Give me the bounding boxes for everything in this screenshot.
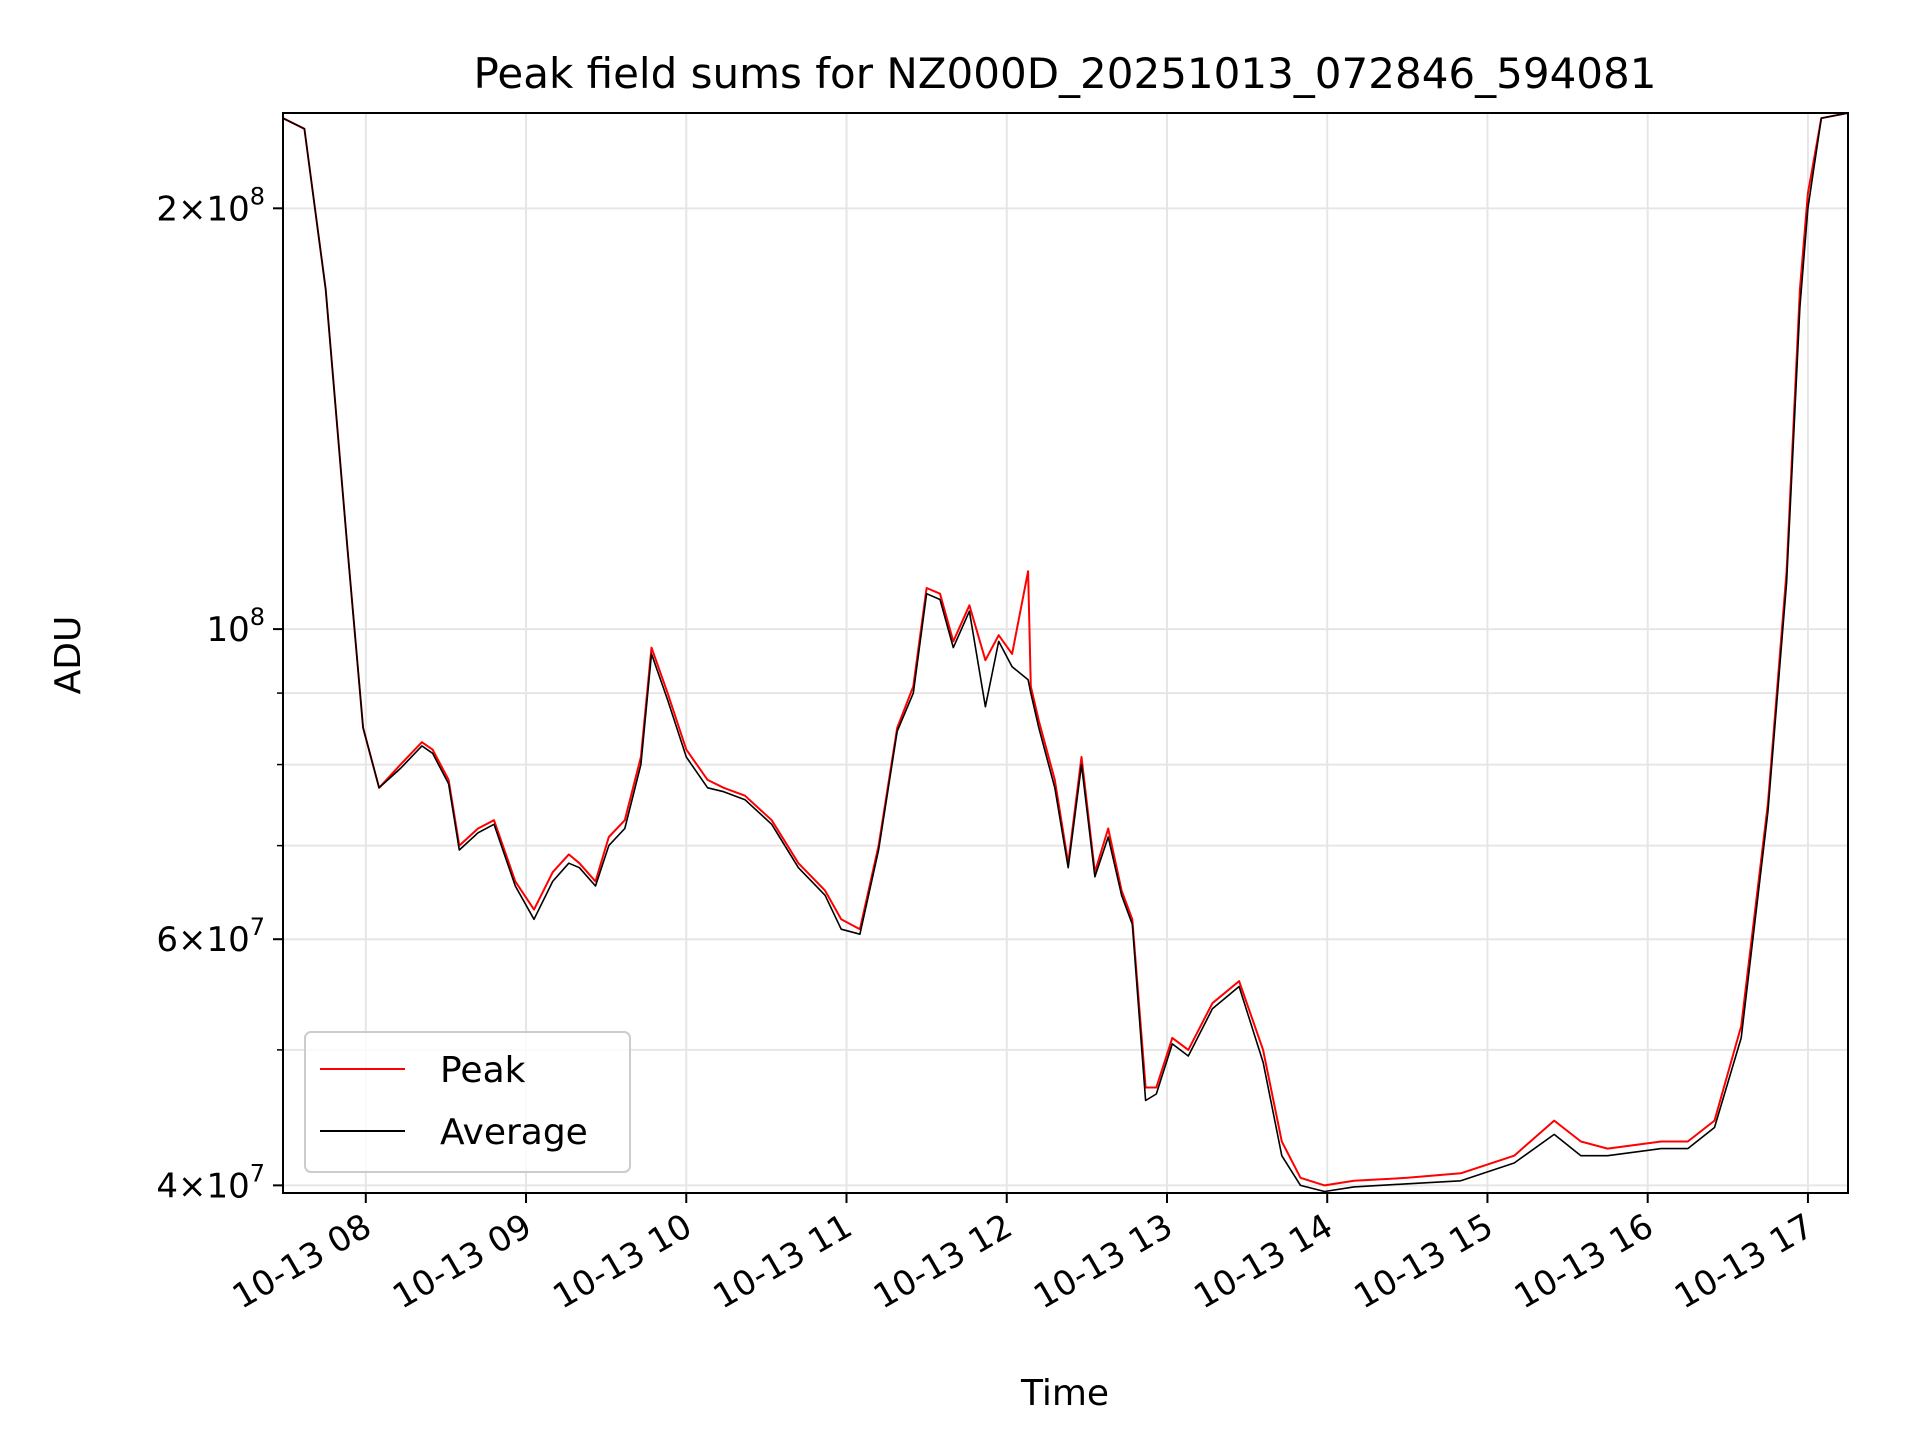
y-tick-label: 4×107 (156, 1159, 265, 1206)
legend: Peak Average (304, 1031, 631, 1173)
y-tick-label: 6×107 (156, 913, 265, 960)
legend-label-average: Average (440, 1112, 588, 1153)
legend-box (304, 1031, 631, 1173)
chart-title: Peak field sums for NZ000D_20251013_0728… (474, 49, 1657, 98)
y-tick-label: 2×108 (156, 182, 265, 229)
y-axis-label: ADU (48, 616, 89, 695)
legend-label-peak: Peak (440, 1050, 526, 1091)
x-axis-label: Time (1020, 1373, 1109, 1414)
series-layer (282, 112, 1849, 1193)
series-line-average (282, 112, 1849, 1193)
y-tick-label: 108 (206, 603, 265, 650)
plot-frame (282, 112, 1849, 1194)
series-line-peak (282, 112, 1849, 1187)
